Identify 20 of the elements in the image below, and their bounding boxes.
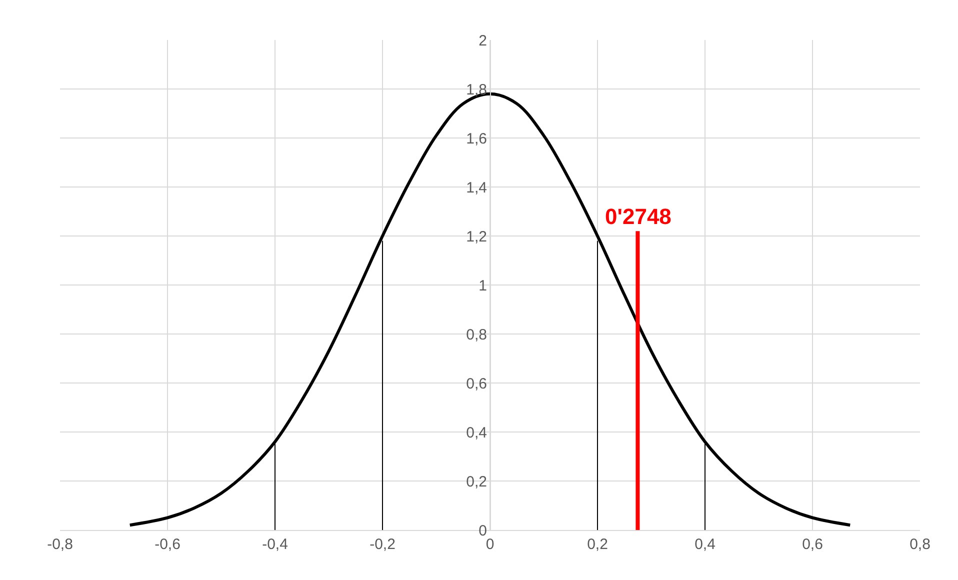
x-tick-label: -0,6 [154,536,180,553]
y-tick-label: 2 [478,32,487,50]
y-tick-label: 1,8 [466,81,487,98]
x-tick-label: 0,8 [910,536,930,553]
y-tick-label: 0,4 [466,424,487,442]
y-tick-label: 1 [478,277,487,294]
y-tick-label: 1,4 [466,179,487,196]
x-tick-label: 0,2 [587,536,608,553]
y-tick-label: 0,2 [466,473,487,490]
x-tick-label: -0,8 [47,536,73,553]
x-tick-label: -0,2 [370,536,396,553]
y-tick-label: 0 [478,522,487,540]
y-tick-label: 1,2 [466,228,487,246]
x-tick-label: -0,4 [262,536,288,553]
y-tick-label: 1,6 [466,130,487,148]
x-tick-label: 0,6 [802,536,823,553]
y-tick-label: 0,6 [466,375,487,392]
y-tick-label: 0,8 [466,326,487,344]
x-tick-label: 0,4 [694,536,716,553]
annotation: 0'2748 [605,204,672,229]
